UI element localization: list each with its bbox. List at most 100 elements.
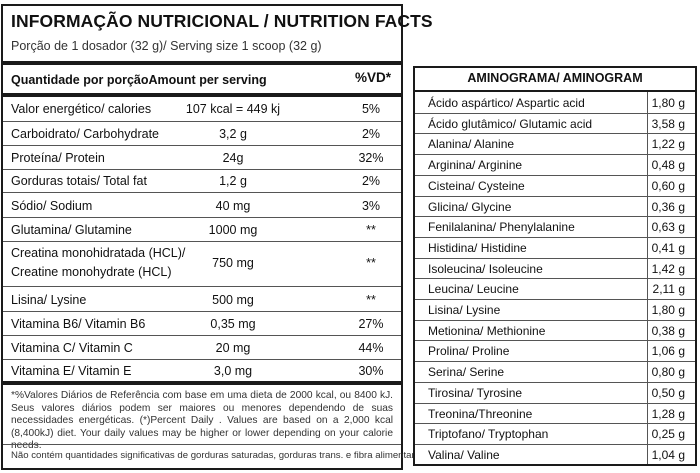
amino-acid-name: Treonina/Threonine — [428, 406, 533, 421]
nutrient-amount: 1,2 g — [219, 174, 247, 188]
amino-acid-value: 3,58 g — [651, 116, 685, 131]
nutrient-name: Vitamina E/ Vitamin E — [11, 364, 132, 378]
amino-acid-value: 1,80 g — [651, 96, 685, 110]
amino-acid-value: 1,42 g — [651, 261, 685, 276]
aminogram-row: Histidina/ Histidine 0,41 g — [415, 237, 695, 259]
amino-acid-name: Prolina/ Proline — [428, 344, 510, 359]
aminogram-row: Ácido aspártico/ Aspartic acid 1,80 g — [415, 92, 695, 114]
nutrient-name: Vitamina C/ Vitamin C — [11, 341, 133, 355]
nutrient-dv: 2% — [361, 174, 381, 188]
divider-thick — [3, 381, 401, 385]
nutrient-amount: 40 mg — [215, 199, 251, 213]
nutrient-amount: 107 kcal = 449 kj — [185, 102, 281, 116]
amino-acid-value: 1,22 g — [651, 137, 685, 152]
divider — [415, 174, 695, 176]
aminogram-row: Serina/ Serine 0,80 g — [415, 361, 695, 383]
nutrient-name: Sódio/ Sodium — [11, 199, 93, 213]
amino-acid-value: 0,50 g — [651, 385, 685, 400]
nutrient-amount: 3,0 mg — [213, 364, 253, 378]
amino-acid-value: 0,38 g — [651, 323, 685, 338]
amino-acid-value: 2,11 g — [652, 282, 685, 297]
amino-acid-name: Glicina/ Glycine — [428, 199, 512, 214]
nutrient-dv: 30% — [358, 364, 384, 378]
amino-acid-name: Isoleucina/ Isoleucine — [428, 261, 543, 276]
nutrient-dv: ** — [366, 256, 376, 270]
aminogram-row: Metionina/ Methionine 0,38 g — [415, 320, 695, 342]
aminogram-row: Valina/ Valine 1,04 g — [415, 444, 695, 466]
divider — [415, 340, 695, 342]
nutrition-facts-panel: INFORMAÇÃO NUTRICIONAL / NUTRITION FACTS… — [1, 4, 433, 470]
aminogram-row: Fenilalanina/ Phenylalanine 0,63 g — [415, 216, 695, 238]
nutrient-name: Proteína/ Protein — [11, 151, 105, 165]
divider — [3, 217, 401, 218]
nutrient-name: Valor energético/ calories — [11, 102, 152, 116]
divider — [415, 236, 695, 238]
divider — [415, 257, 695, 259]
nutrient-amount: 500 mg — [212, 293, 254, 307]
nutrient-amount: 3,2 g — [219, 127, 247, 141]
amino-acid-value: 0,63 g — [651, 220, 685, 235]
aminogram-row: Treonina/Threonine 1,28 g — [415, 403, 695, 425]
nutrient-dv: 2% — [361, 127, 381, 141]
nutrition-title: INFORMAÇÃO NUTRICIONAL / NUTRITION FACTS — [11, 11, 433, 31]
nutrient-name: Carboidrato/ Carbohydrate — [11, 127, 159, 141]
divider — [3, 145, 401, 146]
nutrient-name: Glutamina/ Glutamine — [11, 223, 132, 237]
amino-acid-name: Cisteina/ Cysteine — [428, 178, 525, 193]
divider — [3, 286, 401, 287]
nutrient-dv: 44% — [358, 341, 384, 355]
divider — [415, 423, 695, 425]
amino-acid-name: Arginina/ Arginine — [428, 158, 523, 173]
divider-thick — [415, 90, 695, 92]
amount-per-serving-header: Quantidade por porçãoAmount per serving — [11, 73, 267, 87]
amino-acid-value: 0,80 g — [651, 365, 685, 380]
amino-acid-name: Histidina/ Histidine — [428, 240, 527, 255]
aminogram-row: Leucina/ Leucine 2,11 g — [415, 278, 695, 300]
divider — [415, 381, 695, 383]
aminogram-row: Alanina/ Alanine 1,22 g — [415, 133, 695, 155]
aminogram-row: Arginina/ Arginine 0,48 g — [415, 154, 695, 176]
aminogram-title: AMINOGRAMA/ AMINOGRAM — [467, 71, 643, 85]
not-significant-footnote: Não contém quantidades significativas de… — [11, 450, 417, 461]
amino-acid-name: Serina/ Serine — [428, 365, 505, 380]
nutrient-dv: 3% — [361, 199, 381, 213]
amino-acid-value: 0,41 g — [651, 240, 685, 255]
nutrient-name: Creatina monohidratada (HCL)/ — [11, 246, 186, 260]
divider — [415, 133, 695, 135]
divider — [415, 216, 695, 218]
aminogram-row: Triptofano/ Tryptophan 0,25 g — [415, 423, 695, 445]
divider — [415, 154, 695, 156]
nutrient-dv: ** — [366, 293, 376, 307]
amino-acid-value: 0,25 g — [651, 427, 685, 442]
nutrient-amount: 750 mg — [212, 256, 254, 270]
amino-acid-value: 0,36 g — [651, 199, 685, 214]
aminogram-row: Prolina/ Proline 1,06 g — [415, 340, 695, 362]
aminogram-row: Lisina/ Lysine 1,80 g — [415, 299, 695, 321]
divider — [3, 192, 401, 193]
nutrient-name: Gorduras totais/ Total fat — [11, 174, 147, 188]
amino-acid-value: 0,48 g — [651, 158, 685, 173]
aminogram-row: Isoleucina/ Isoleucine 1,42 g — [415, 258, 695, 280]
aminogram-row: Ácido glutâmico/ Glutamic acid 3,58 g — [415, 113, 695, 135]
nutrient-amount: 20 mg — [215, 341, 251, 355]
nutrient-dv: 32% — [358, 151, 384, 165]
nutrient-dv: 5% — [361, 102, 381, 116]
divider — [415, 278, 695, 280]
divider — [3, 335, 401, 336]
amino-acid-name: Tirosina/ Tyrosine — [428, 385, 523, 400]
divider — [415, 361, 695, 363]
amino-acid-value: 0,60 g — [651, 178, 685, 193]
nutrient-name-line2: Creatine monohydrate (HCL) — [11, 265, 172, 279]
amino-acid-name: Fenilalanina/ Phenylalanine — [428, 220, 575, 235]
amino-acid-name: Lisina/ Lysine — [428, 303, 501, 317]
nutrient-dv: 27% — [358, 317, 384, 331]
amino-acid-name: Alanina/ Alanine — [428, 137, 515, 152]
nutrient-name: Vitamina B6/ Vitamin B6 — [11, 317, 146, 331]
aminogram-row: Cisteina/ Cysteine 0,60 g — [415, 175, 695, 197]
nutrient-dv: ** — [366, 223, 376, 237]
divider — [415, 319, 695, 321]
column-divider — [647, 92, 648, 464]
divider — [3, 359, 401, 360]
amino-acid-name: Metionina/ Methionine — [428, 323, 546, 338]
aminogram-row: Glicina/ Glycine 0,36 g — [415, 196, 695, 218]
